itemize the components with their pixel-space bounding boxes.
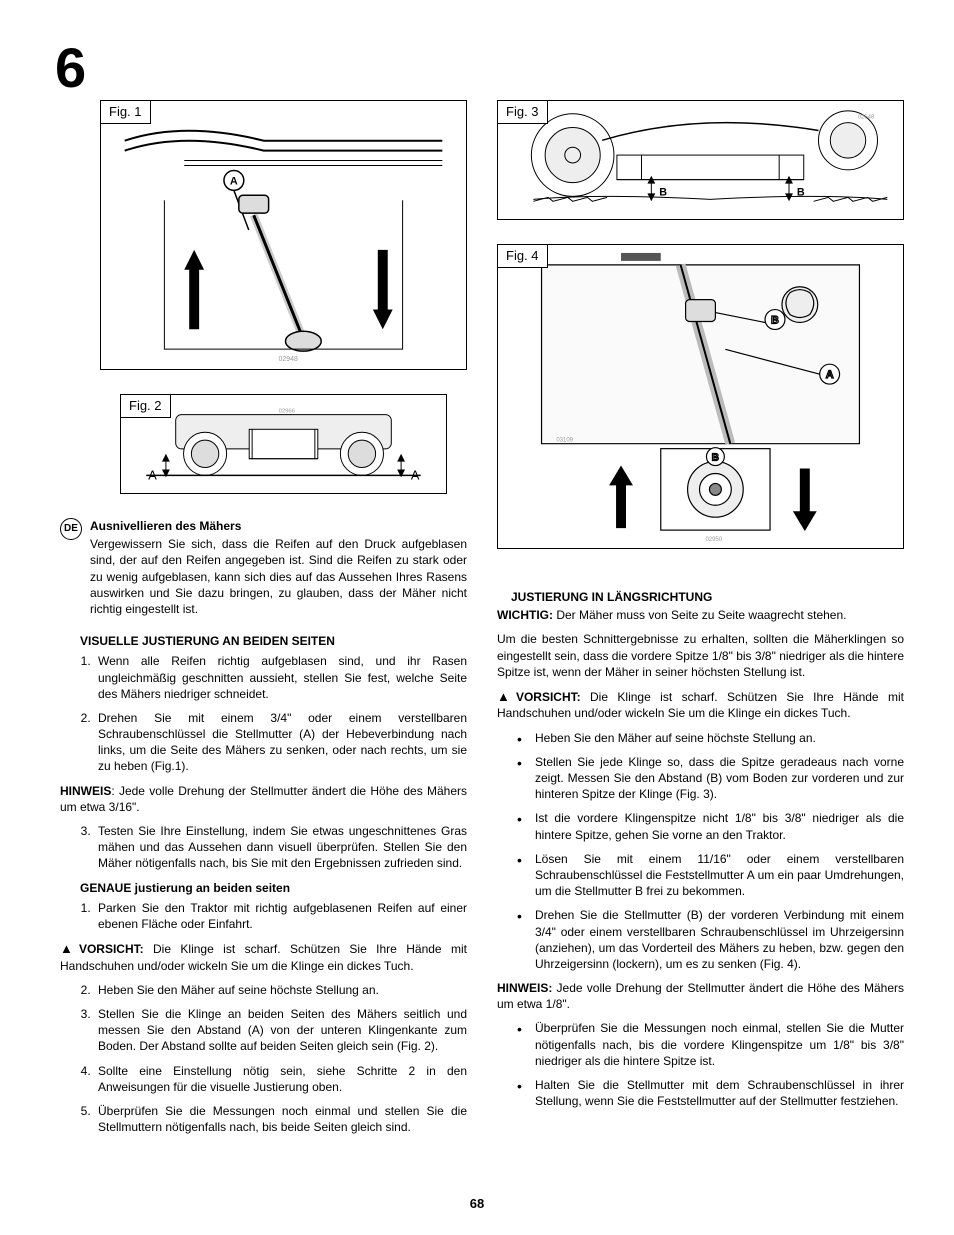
left-li5: Heben Sie den Mäher auf seine höchste St… [94, 982, 467, 998]
figure-1-label: Fig. 1 [100, 100, 151, 124]
left-warning: ▲VORSICHT: Die Klinge ist scharf. Schütz… [60, 940, 467, 974]
left-sub2: GENAUE justierung an beiden seiten [80, 880, 467, 896]
right-b1: Heben Sie den Mäher auf seine höchste St… [517, 730, 904, 746]
figure-3-svg: B B 02548 [498, 101, 903, 219]
figure-2: Fig. 2 [120, 394, 447, 494]
figure-3: Fig. 3 [497, 100, 904, 220]
left-list-3: Parken Sie den Traktor mit richtig aufge… [80, 900, 467, 932]
right-bullets-2: Überprüfen Sie die Messungen noch einmal… [517, 1020, 904, 1109]
left-column: Fig. 1 A [60, 100, 467, 1143]
right-note: HINWEIS: Jede volle Drehung der Stellmut… [497, 980, 904, 1012]
left-note1: HINWEIS: Jede volle Drehung der Stellmut… [60, 783, 467, 815]
figure-1-svg: A 02948 [101, 101, 466, 369]
right-b7: Halten Sie die Stellmutter mit dem Schra… [517, 1077, 904, 1109]
figure-2-label: Fig. 2 [120, 394, 171, 418]
right-b5: Drehen Sie die Stellmutter (B) der vorde… [517, 907, 904, 972]
figure-4: Fig. 4 B A [497, 244, 904, 549]
language-badge: DE [60, 518, 82, 540]
left-li4: Parken Sie den Traktor mit richtig aufge… [94, 900, 467, 932]
svg-text:A: A [411, 467, 420, 482]
figure-4-svg: B A B [498, 245, 903, 548]
svg-text:03109: 03109 [556, 438, 573, 444]
figure-4-label: Fig. 4 [497, 244, 548, 268]
warning-icon: ▲ [497, 689, 516, 704]
left-li2: Drehen Sie mit einem 3/4" oder einem ver… [94, 710, 467, 775]
section-number: 6 [55, 30, 86, 106]
left-title: Ausnivellieren des Mähers [90, 518, 467, 534]
left-li1: Wenn alle Reifen richtig aufgeblasen sin… [94, 653, 467, 702]
right-bullets-1: Heben Sie den Mäher auf seine höchste St… [517, 730, 904, 972]
right-b3: Ist die vordere Klingenspitze nicht 1/8"… [517, 810, 904, 842]
figure-3-label: Fig. 3 [497, 100, 548, 124]
right-b6: Überprüfen Sie die Messungen noch einmal… [517, 1020, 904, 1069]
page-number: 68 [470, 1195, 484, 1213]
right-important: WICHTIG: Der Mäher muss von Seite zu Sei… [497, 607, 904, 623]
svg-text:A: A [230, 175, 238, 187]
left-sub1: VISUELLE JUSTIERUNG AN BEIDEN SEITEN [80, 633, 467, 649]
svg-text:02548: 02548 [858, 115, 875, 121]
svg-text:02950: 02950 [705, 537, 722, 543]
left-li3: Testen Sie Ihre Einstellung, indem Sie e… [94, 823, 467, 872]
svg-text:B: B [797, 186, 805, 198]
svg-text:B: B [659, 186, 667, 198]
right-title: JUSTIERUNG IN LÄNGSRICHTUNG [511, 589, 904, 605]
warning-icon: ▲ [60, 941, 79, 956]
right-p1: Um die besten Schnittergebnisse zu erhal… [497, 631, 904, 680]
right-warning: ▲VORSICHT: Die Klinge ist scharf. Schütz… [497, 688, 904, 722]
left-list-2: Testen Sie Ihre Einstellung, indem Sie e… [80, 823, 467, 872]
svg-text:B: B [771, 314, 779, 326]
left-li7: Sollte eine Einstellung nötig sein, sieh… [94, 1063, 467, 1095]
right-b2: Stellen Sie jede Klinge so, dass die Spi… [517, 754, 904, 803]
left-list-1: Wenn alle Reifen richtig aufgeblasen sin… [80, 653, 467, 774]
svg-text:02948: 02948 [279, 356, 298, 363]
svg-text:B: B [712, 453, 719, 464]
left-li8: Überprüfen Sie die Messungen noch einmal… [94, 1103, 467, 1135]
svg-text:A: A [826, 369, 834, 381]
left-li6: Stellen Sie die Klinge an beiden Seiten … [94, 1006, 467, 1055]
svg-text:02966: 02966 [279, 409, 296, 415]
left-list-4: Heben Sie den Mäher auf seine höchste St… [80, 982, 467, 1136]
right-column: Fig. 3 [497, 100, 904, 1143]
figure-1: Fig. 1 A [100, 100, 467, 370]
right-b4: Lösen Sie mit einem 11/16" oder einem ve… [517, 851, 904, 900]
svg-text:A: A [148, 467, 157, 482]
left-intro: Vergewissern Sie sich, dass die Reifen a… [90, 536, 467, 617]
